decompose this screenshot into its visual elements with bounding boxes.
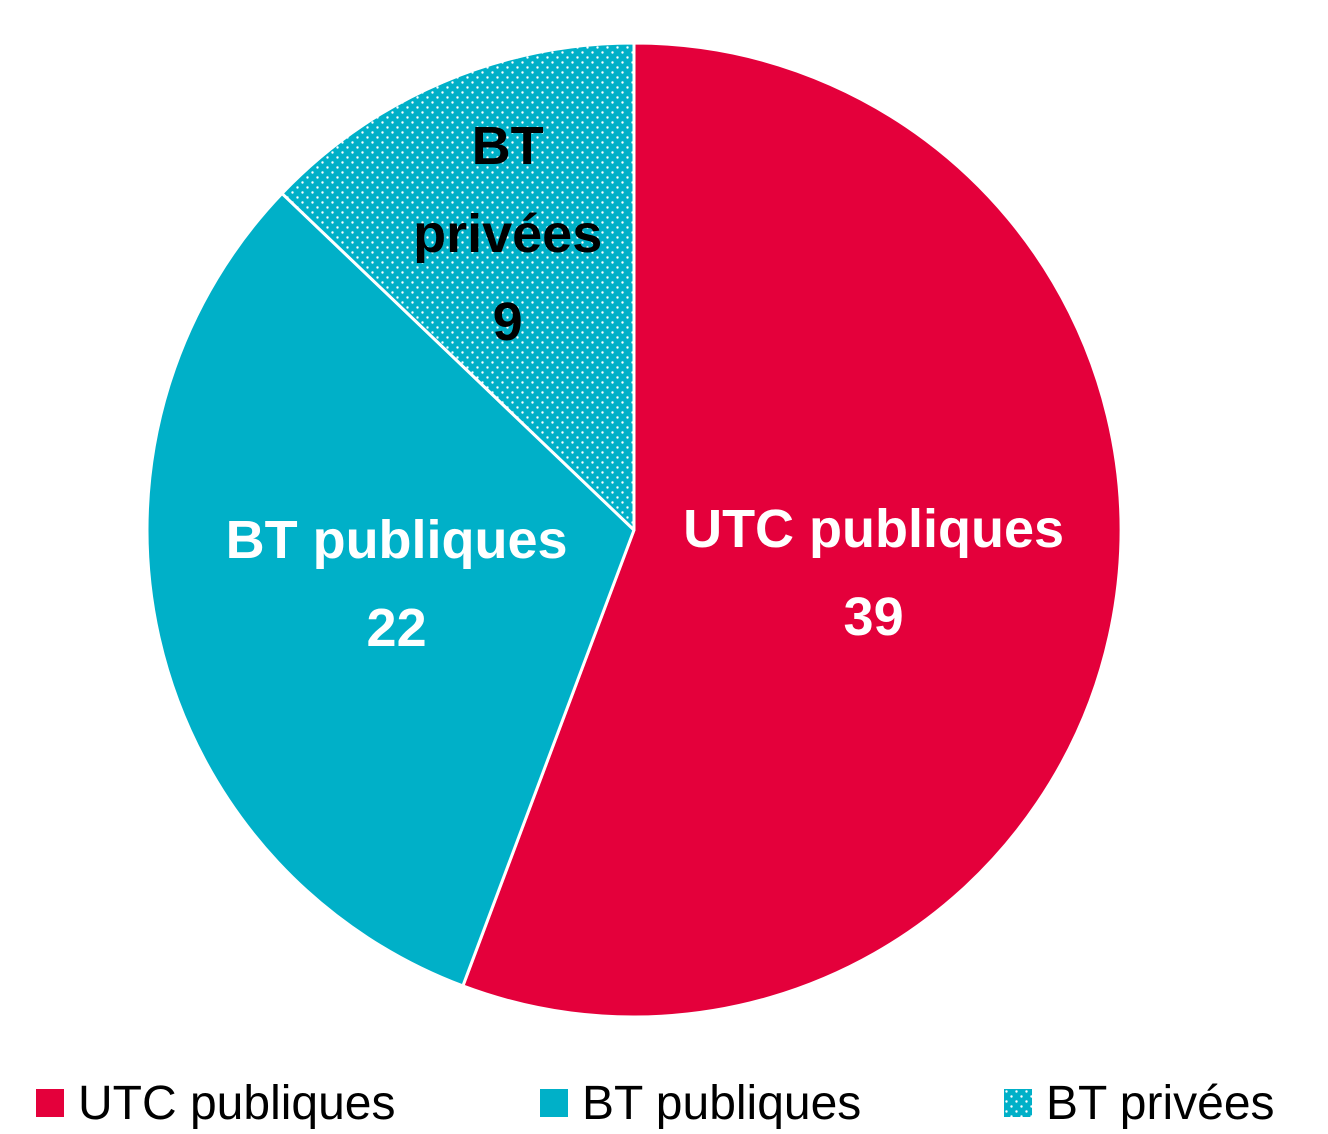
data-label-name: BT publiques (225, 510, 568, 571)
legend: UTC publiques BT publiques BT privées (0, 1072, 1328, 1134)
legend-label: UTC publiques (78, 1076, 396, 1130)
chart (145, 41, 1123, 1019)
data-label: BT privées 9 (388, 102, 628, 366)
data-label-value: 39 (843, 587, 904, 648)
data-label-name: UTC publiques (683, 499, 1065, 560)
pie-slice (280, 41, 636, 532)
legend-swatch (540, 1089, 568, 1117)
pie-slice (461, 41, 1123, 1019)
legend-swatch-fill (1004, 1089, 1032, 1117)
legend-item: BT publiques (540, 1072, 861, 1134)
data-label-name: BT privées (413, 116, 603, 265)
legend-swatch (36, 1089, 64, 1117)
data-label-value: 22 (366, 598, 427, 659)
data-label-value: 9 (492, 292, 523, 353)
legend-label: BT publiques (582, 1076, 862, 1130)
data-label: UTC publiques 39 (644, 485, 1104, 661)
pie-slice (145, 191, 636, 988)
legend-item: UTC publiques (36, 1072, 395, 1134)
legend-label: BT privées (1046, 1076, 1275, 1130)
legend-item: BT privées (1004, 1072, 1275, 1134)
legend-swatch-fill (36, 1089, 64, 1117)
data-label: BT publiques 22 (177, 496, 617, 672)
legend-swatch (1004, 1089, 1032, 1117)
legend-swatch-fill (540, 1089, 568, 1117)
